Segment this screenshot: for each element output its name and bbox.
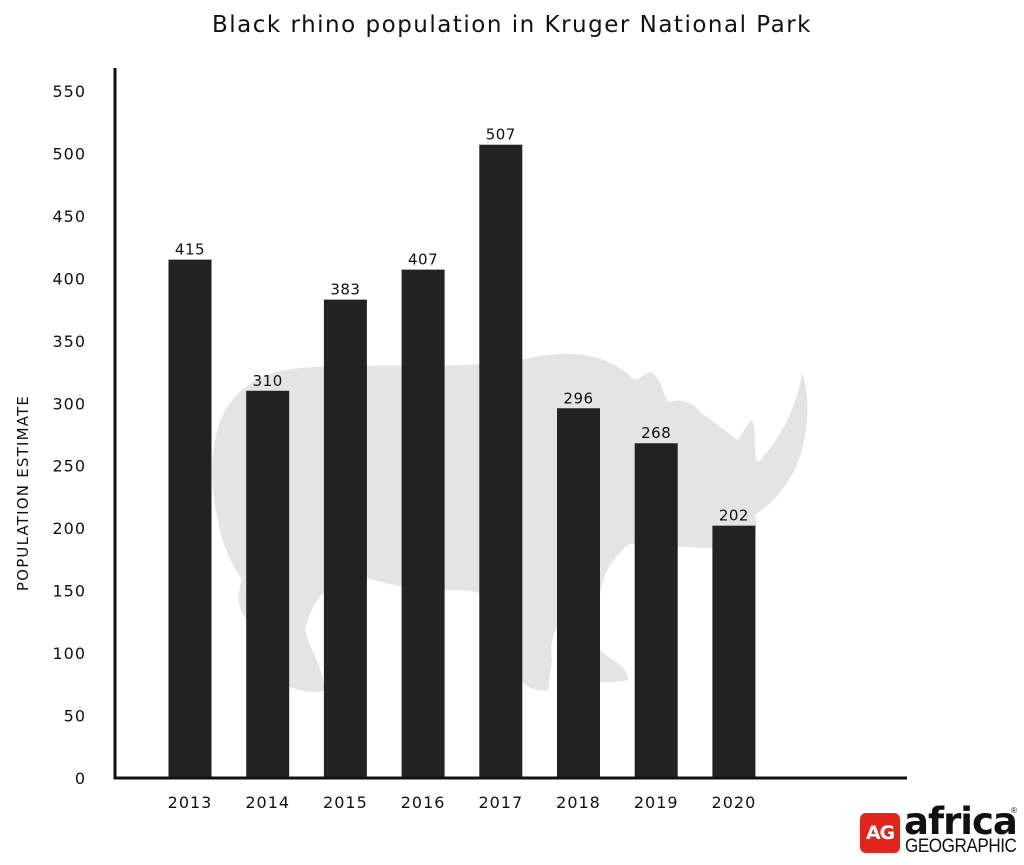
y-tick-label: 400: [52, 269, 86, 288]
y-tick-label: 50: [64, 707, 86, 726]
x-axis-ticks: 2013 2014 2015 2016 2017 2018 2019 2020: [168, 793, 757, 812]
bar-2019: [634, 443, 678, 778]
x-tick-label: 2016: [401, 793, 446, 812]
x-tick-label: 2019: [634, 793, 679, 812]
x-tick-label: 2017: [478, 793, 523, 812]
y-tick-label: 0: [75, 769, 86, 788]
bars: [168, 144, 756, 778]
logo-badge: AG: [860, 813, 900, 853]
bar-2014: [246, 390, 290, 778]
y-tick-label: 200: [52, 519, 86, 538]
y-tick-label: 350: [52, 332, 86, 351]
bar-2020: [712, 525, 756, 778]
y-tick-label: 300: [52, 394, 86, 413]
data-labels: 415 310 383 407 507 296 268 202: [175, 126, 749, 525]
y-tick-label: 100: [52, 644, 86, 663]
y-tick-label: 450: [52, 207, 86, 226]
data-label: 296: [563, 389, 593, 407]
y-axis-ticks: 0 50 100 150 200 250 300 350 400 450 500 550: [52, 82, 86, 788]
registered-mark: ®: [1011, 806, 1017, 815]
x-tick-label: 2015: [323, 793, 368, 812]
bar-2016: [401, 269, 445, 778]
logo-subtitle: GEOGRAPHIC: [905, 836, 1017, 857]
data-label: 415: [175, 241, 205, 259]
data-label: 383: [330, 281, 360, 299]
bar-2013: [168, 259, 212, 778]
y-tick-label: 550: [52, 82, 86, 101]
data-label: 507: [486, 126, 516, 144]
data-label: 202: [719, 507, 749, 525]
x-tick-label: 2020: [712, 793, 757, 812]
x-tick-label: 2013: [168, 793, 213, 812]
bar-2018: [557, 408, 600, 778]
y-tick-label: 250: [52, 457, 86, 476]
data-label: 407: [408, 251, 438, 269]
y-axis-label: POPULATION ESTIMATE: [14, 395, 32, 591]
x-tick-label: 2018: [556, 793, 601, 812]
bar-2017: [479, 144, 523, 778]
africa-geographic-logo: AG africa GEOGRAPHIC ®: [860, 800, 1018, 858]
chart-title: Black rhino population in Kruger Nationa…: [212, 12, 812, 38]
data-label: 268: [641, 424, 671, 442]
y-tick-label: 150: [52, 582, 86, 601]
y-tick-label: 500: [52, 144, 86, 163]
x-tick-label: 2014: [245, 793, 290, 812]
data-label: 310: [253, 372, 283, 390]
bar-2015: [323, 299, 367, 778]
logo-wordmark: africa: [904, 800, 1018, 843]
